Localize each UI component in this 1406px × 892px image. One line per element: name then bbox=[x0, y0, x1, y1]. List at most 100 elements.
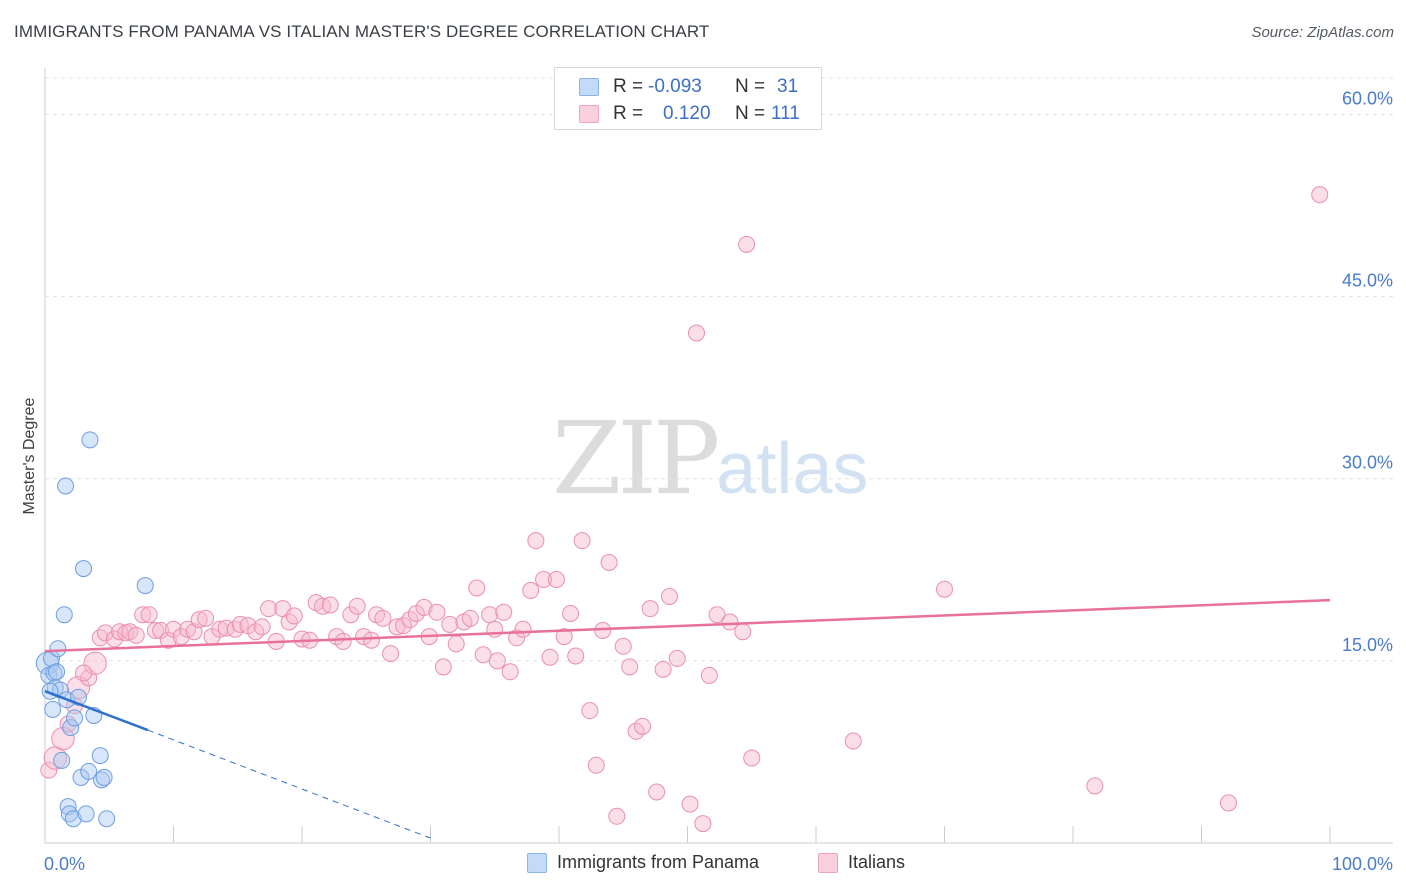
chart-title: IMMIGRANTS FROM PANAMA VS ITALIAN MASTER… bbox=[14, 22, 710, 41]
data-point-italians bbox=[641, 600, 659, 618]
data-point-panama bbox=[49, 640, 67, 658]
data-point-italians bbox=[844, 732, 862, 750]
legend-n-label: N = bbox=[735, 103, 766, 124]
data-point-italians bbox=[668, 649, 686, 667]
y-tick-label: 60.0% bbox=[1342, 88, 1393, 108]
legend-swatch-italians bbox=[818, 853, 838, 873]
data-point-italians bbox=[514, 620, 532, 638]
data-point-panama bbox=[48, 663, 66, 681]
data-point-italians bbox=[127, 626, 145, 644]
correlation-legend: R = -0.093 N = 31 R = 0.120 N = 111 bbox=[554, 67, 822, 130]
data-point-italians bbox=[488, 652, 506, 670]
data-point-italians bbox=[434, 658, 452, 676]
data-point-italians bbox=[587, 756, 605, 774]
data-point-italians bbox=[66, 675, 91, 700]
data-point-italians bbox=[608, 807, 626, 825]
data-point-italians bbox=[661, 588, 679, 605]
data-point-italians bbox=[362, 631, 380, 649]
y-axis-label: Master's Degree bbox=[21, 397, 38, 514]
data-point-panama bbox=[41, 682, 59, 700]
data-point-panama bbox=[66, 709, 84, 727]
data-point-italians bbox=[179, 620, 197, 638]
legend-label-panama: Immigrants from Panama bbox=[557, 852, 760, 872]
data-point-italians bbox=[600, 554, 618, 571]
data-point-italians bbox=[285, 607, 303, 625]
data-point-italians bbox=[428, 603, 446, 621]
legend-row-panama: R = -0.093 N = 31 bbox=[555, 74, 821, 102]
data-point-italians bbox=[681, 795, 699, 813]
data-point-italians bbox=[573, 532, 591, 550]
legend-row-italians: R = 0.120 N = 111 bbox=[555, 101, 821, 129]
data-point-italians bbox=[694, 815, 712, 833]
trend-lines bbox=[44, 598, 1331, 839]
data-point-italians bbox=[415, 598, 433, 616]
data-point-panama bbox=[55, 606, 73, 624]
axes bbox=[44, 68, 1393, 844]
x-tick-label: 100.0% bbox=[1332, 854, 1393, 874]
data-point-panama bbox=[53, 751, 71, 769]
data-point-italians bbox=[382, 645, 400, 663]
data-point-italians bbox=[197, 609, 215, 627]
data-point-italians bbox=[40, 761, 58, 779]
data-point-italians bbox=[83, 651, 107, 675]
legend-swatch-panama bbox=[579, 78, 599, 96]
legend-swatch-italians bbox=[579, 105, 599, 123]
data-point-italians bbox=[734, 623, 752, 641]
italians-series bbox=[40, 186, 1329, 833]
y-tick-label: 30.0% bbox=[1342, 453, 1393, 473]
gridlines bbox=[45, 77, 1393, 662]
data-point-italians bbox=[501, 663, 519, 681]
data-point-italians bbox=[468, 579, 486, 597]
data-point-panama bbox=[95, 768, 113, 786]
data-point-panama bbox=[57, 477, 75, 495]
data-point-italians bbox=[594, 622, 612, 639]
legend-r-value: 0.120 bbox=[663, 103, 711, 124]
data-point-italians bbox=[481, 606, 499, 624]
data-point-italians bbox=[1219, 794, 1237, 812]
data-point-italians bbox=[535, 571, 553, 588]
data-point-italians bbox=[348, 597, 366, 615]
data-point-italians bbox=[567, 647, 585, 665]
legend-n-value: 111 bbox=[771, 103, 800, 124]
data-point-italians bbox=[522, 581, 540, 599]
data-point-italians bbox=[541, 648, 559, 666]
watermark-zip: ZIP bbox=[552, 400, 720, 517]
data-point-italians bbox=[342, 606, 360, 624]
data-point-italians bbox=[495, 603, 513, 621]
legend-label-italians: Italians bbox=[848, 852, 906, 872]
data-point-italians bbox=[96, 624, 114, 642]
data-point-italians bbox=[621, 658, 639, 676]
legend-n-label: N = bbox=[735, 76, 766, 97]
data-point-panama bbox=[80, 762, 98, 780]
data-point-italians bbox=[140, 606, 158, 624]
data-point-italians bbox=[211, 620, 229, 638]
data-point-panama bbox=[91, 747, 109, 765]
data-point-italians bbox=[654, 660, 672, 678]
data-point-panama bbox=[81, 431, 99, 449]
data-point-panama bbox=[77, 805, 95, 823]
data-point-italians bbox=[614, 637, 632, 655]
data-point-panama bbox=[75, 560, 93, 578]
data-point-italians bbox=[217, 619, 235, 637]
data-point-italians bbox=[75, 664, 93, 682]
data-point-italians bbox=[474, 646, 492, 664]
legend-r-label: R = bbox=[613, 76, 644, 97]
legend-swatch-panama bbox=[527, 853, 547, 873]
data-point-italians bbox=[486, 620, 504, 638]
watermark: ZIPatlas bbox=[552, 400, 868, 517]
data-point-italians bbox=[260, 600, 278, 618]
data-point-italians bbox=[159, 631, 177, 649]
data-point-italians bbox=[555, 628, 573, 646]
data-point-italians bbox=[547, 571, 565, 588]
data-point-italians bbox=[447, 635, 465, 653]
data-point-panama bbox=[93, 771, 111, 789]
data-point-panama bbox=[136, 577, 154, 595]
data-point-italians bbox=[374, 609, 392, 627]
trend-line-panama-extension bbox=[147, 729, 431, 839]
data-point-italians bbox=[334, 632, 352, 650]
watermark-atlas: atlas bbox=[716, 429, 869, 509]
trend-line-italians bbox=[44, 598, 1331, 653]
data-point-panama bbox=[64, 810, 82, 828]
data-point-italians bbox=[134, 606, 152, 624]
